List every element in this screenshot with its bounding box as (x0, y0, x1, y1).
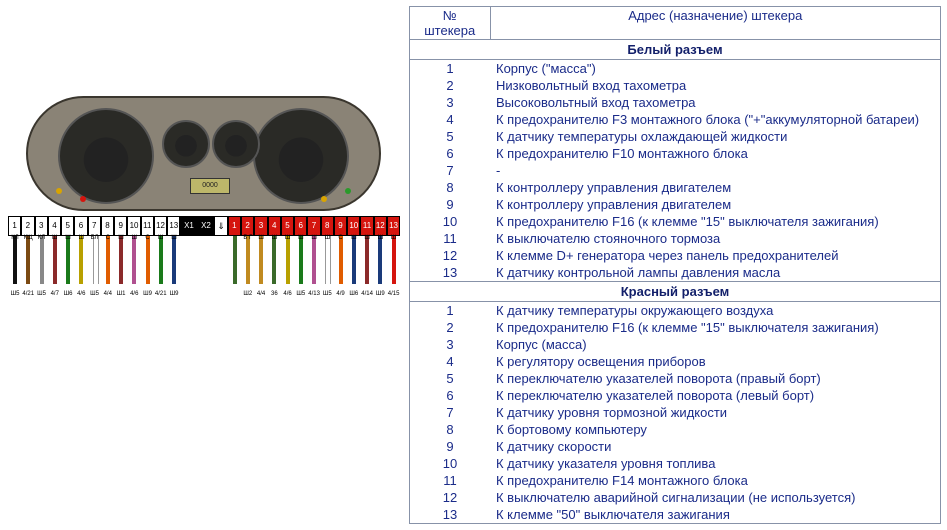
pin-number: 7 (410, 404, 491, 421)
pin-number: 1 (410, 302, 491, 320)
pin-number: 12 (410, 247, 491, 264)
pin-description: К выключателю стояночного тормоза (490, 230, 941, 247)
table-row: 8К бортовому компьютеру (410, 421, 941, 438)
pin-number: 9 (410, 196, 491, 213)
instrument-cluster: 0000 (26, 96, 381, 211)
table-row: 4К регулятору освещения приборов (410, 353, 941, 370)
pin-description: К переключателю указателей поворота (пра… (490, 370, 941, 387)
table-row: 11К предохранителю F14 монтажного блока (410, 472, 941, 489)
table-row: 4К предохранителю F3 монтажного блока ("… (410, 111, 941, 128)
table-row: 13К датчику контрольной лампы давления м… (410, 264, 941, 282)
pin-number: 13 (410, 264, 491, 282)
table-row: 11К выключателю стояночного тормоза (410, 230, 941, 247)
pin-description: К датчику уровня тормозной жидкости (490, 404, 941, 421)
pin-description: К переключателю указателей поворота (лев… (490, 387, 941, 404)
pin-number: 10 (410, 455, 491, 472)
pin-number: 8 (410, 421, 491, 438)
col-header-number: № штекера (410, 7, 491, 40)
pin-number: 1 (410, 60, 491, 78)
table-row: 1К датчику температуры окружающего возду… (410, 302, 941, 320)
pin-description: К датчику указателя уровня топлива (490, 455, 941, 472)
table-row: 10К предохранителю F16 (к клемме "15" вы… (410, 213, 941, 230)
speedometer-gauge (253, 108, 349, 204)
pin-number: 11 (410, 230, 491, 247)
pin-number: 4 (410, 353, 491, 370)
pin-description: К клемме "50" выключателя зажигания (490, 506, 941, 524)
table-row: 5К переключателю указателей поворота (пр… (410, 370, 941, 387)
wire-row: КЛШ5КЩ4/21КЛШ5Ш4/7ШШ6Ш4/6БЛШ5С4/4ШШ1Ш4/6… (8, 236, 400, 298)
pin-description: - (490, 162, 941, 179)
pin-description: К предохранителю F14 монтажного блока (490, 472, 941, 489)
pin-description: К регулятору освещения приборов (490, 353, 941, 370)
table-row: 1Корпус ("масса") (410, 60, 941, 78)
pin-number: 9 (410, 438, 491, 455)
pin-description: Низковольтный вход тахометра (490, 77, 941, 94)
pin-description: К датчику контрольной лампы давления мас… (490, 264, 941, 282)
pin-description: К датчику температуры охлаждающей жидкос… (490, 128, 941, 145)
tachometer-gauge (58, 108, 154, 204)
pin-description: К выключателю аварийной сигнализации (не… (490, 489, 941, 506)
pin-description: К контроллеру управления двигателем (490, 179, 941, 196)
col-header-address: Адрес (назначение) штекера (490, 7, 941, 40)
pin-description: Высоковольтный вход тахометра (490, 94, 941, 111)
table-row: 6К переключателю указателей поворота (ле… (410, 387, 941, 404)
pin-number: 10 (410, 213, 491, 230)
pin-number: 12 (410, 489, 491, 506)
pin-number: 8 (410, 179, 491, 196)
table-row: 5К датчику температуры охлаждающей жидко… (410, 128, 941, 145)
temp-gauge (162, 120, 210, 168)
pin-description: К контроллеру управления двигателем (490, 196, 941, 213)
table-row: 9К датчику скорости (410, 438, 941, 455)
pin-number: 7 (410, 162, 491, 179)
dashboard-wiring-diagram: 0000 12345678910111213Х1Х2⇓1234567891011… (6, 96, 401, 306)
pin-number: 2 (410, 77, 491, 94)
pin-number: 6 (410, 145, 491, 162)
pin-number: 6 (410, 387, 491, 404)
table-row: 3Высоковольтный вход тахометра (410, 94, 941, 111)
table-row: 2К предохранителю F16 (к клемме "15" вык… (410, 319, 941, 336)
pin-description: К клемме D+ генератора через панель пред… (490, 247, 941, 264)
pin-description: К предохранителю F16 (к клемме "15" выкл… (490, 213, 941, 230)
fuel-gauge (212, 120, 260, 168)
table-row: 8К контроллеру управления двигателем (410, 179, 941, 196)
table-row: 2Низковольтный вход тахометра (410, 77, 941, 94)
pin-number: 5 (410, 370, 491, 387)
section-header: Красный разъем (410, 282, 941, 302)
pin-number: 13 (410, 506, 491, 524)
table-row: 7- (410, 162, 941, 179)
pin-description: К предохранителю F10 монтажного блока (490, 145, 941, 162)
pin-description: Корпус (масса) (490, 336, 941, 353)
table-row: 9К контроллеру управления двигателем (410, 196, 941, 213)
connector-pinout-table: № штекера Адрес (назначение) штекера Бел… (409, 6, 941, 524)
pin-number: 5 (410, 128, 491, 145)
pin-number: 2 (410, 319, 491, 336)
connector-pin-row: 12345678910111213Х1Х2⇓12345678910111213 (8, 216, 400, 236)
pin-description: Корпус ("масса") (490, 60, 941, 78)
table-row: 12К клемме D+ генератора через панель пр… (410, 247, 941, 264)
pin-description: К датчику температуры окружающего воздух… (490, 302, 941, 320)
table-row: 7К датчику уровня тормозной жидкости (410, 404, 941, 421)
pin-number: 4 (410, 111, 491, 128)
pin-number: 3 (410, 94, 491, 111)
table-row: 13К клемме "50" выключателя зажигания (410, 506, 941, 524)
pin-description: К датчику скорости (490, 438, 941, 455)
section-header: Белый разъем (410, 40, 941, 60)
odometer-lcd: 0000 (190, 178, 230, 194)
pin-number: 3 (410, 336, 491, 353)
table-row: 3Корпус (масса) (410, 336, 941, 353)
pin-description: К предохранителю F3 монтажного блока ("+… (490, 111, 941, 128)
table-row: 10К датчику указателя уровня топлива (410, 455, 941, 472)
table-row: 6К предохранителю F10 монтажного блока (410, 145, 941, 162)
table-row: 12К выключателю аварийной сигнализации (… (410, 489, 941, 506)
pin-description: К бортовому компьютеру (490, 421, 941, 438)
pin-description: К предохранителю F16 (к клемме "15" выкл… (490, 319, 941, 336)
pin-number: 11 (410, 472, 491, 489)
